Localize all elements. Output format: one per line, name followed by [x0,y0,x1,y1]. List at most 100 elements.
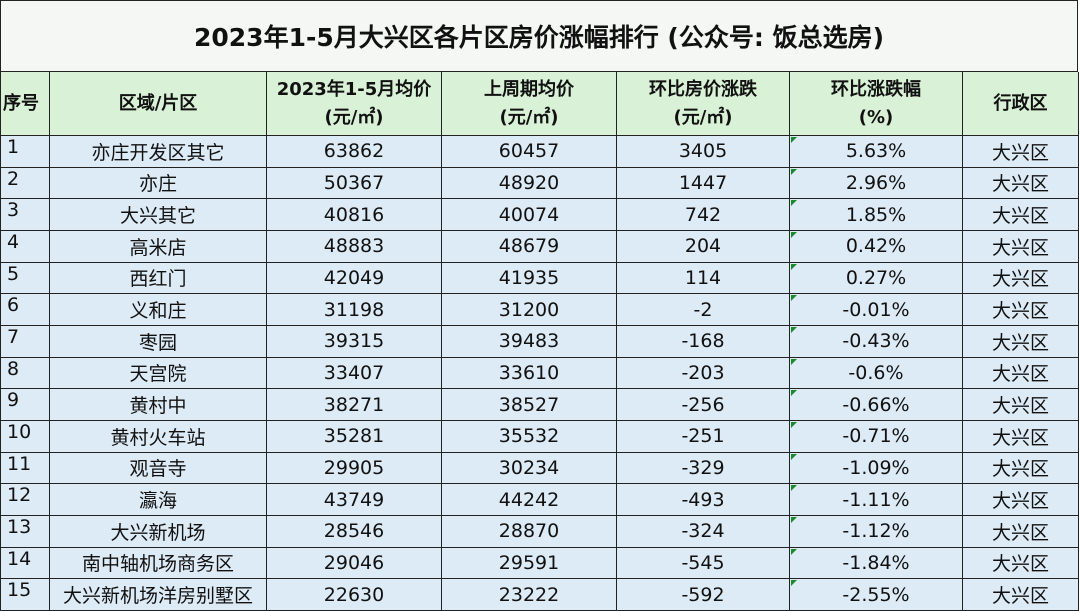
table-cell: 瀛海 [50,484,267,516]
cell-flag [791,295,797,302]
cell-flag [791,358,797,365]
cell-text: -0.6% [848,361,904,384]
table-cell: 41935 [442,262,617,295]
table-cell: 28870 [442,516,617,548]
table-cell: -168 [617,326,790,358]
table-cell: 大兴区 [963,579,1079,611]
cell-text: -1.09% [842,456,910,479]
header-cell: 环比房价涨跌 (元/㎡) [617,72,790,136]
cell-text: 23222 [498,583,560,606]
header-text: (元/㎡) [499,106,559,128]
cell-flag [791,232,797,238]
cell-text: 742 [684,203,722,226]
cell-text: 0.42% [845,235,907,258]
cell-text: 31200 [498,298,560,321]
table-cell: 114 [617,262,790,295]
table-cell: 30234 [442,452,617,485]
cell-text: 48883 [323,235,385,258]
table-cell: 1.85% [790,199,963,231]
table-cell: 8 [0,357,50,390]
cell-text: 大兴区 [991,426,1049,449]
cell-text: 枣园 [138,331,177,354]
table-cell: 大兴区 [963,199,1079,231]
table-cell: 枣园 [50,326,267,358]
table-cell: -0.43% [790,326,963,358]
table-cell: -251 [617,421,790,453]
table-cell: -203 [617,357,790,390]
cell-text: 观音寺 [129,458,187,481]
cell-text: 1 [7,136,20,158]
cell-text: 48679 [498,235,560,258]
table-cell: 40816 [267,199,442,231]
table-cell: 大兴区 [963,262,1079,295]
header-text: (元/㎡) [673,106,733,128]
cell-text: 5 [7,262,20,285]
table-cell: 大兴区 [963,452,1079,485]
table-cell: 14 [0,547,50,580]
cell-text: 瀛海 [138,490,177,513]
table-cell: 48883 [267,231,442,263]
table-cell: 义和庄 [50,294,267,326]
cell-text: 41935 [498,266,560,289]
header-text: 2023年1-5月均价 [276,78,432,100]
table-cell: -545 [617,547,790,580]
table-cell: 10 [0,421,50,453]
table-cell: 12 [0,484,50,516]
cell-text: 35281 [323,425,385,448]
cell-text: 7 [7,326,20,348]
table-cell: 40074 [442,199,617,231]
table-cell: 观音寺 [50,452,267,485]
cell-text: 大兴区 [991,553,1049,576]
cell-text: 大兴区 [991,490,1049,513]
cell-text: 29046 [323,551,385,574]
table-cell: 1 [0,136,50,168]
table-cell: 31198 [267,294,442,326]
header-cell: 序号 [0,72,50,136]
cell-text: 亦庄开发区其它 [91,141,225,164]
table-cell: 39315 [267,326,442,358]
cell-text: 大兴区 [991,331,1049,354]
table-cell: -329 [617,452,790,485]
cell-flag [791,485,797,492]
table-cell: 48679 [442,231,617,263]
cell-flag [791,422,797,428]
cell-text: -2.55% [842,583,910,606]
table-cell: 0.42% [790,231,963,263]
cell-text: 15 [7,579,32,602]
cell-text: 大兴新机场洋房别墅区 [62,585,253,608]
table-cell: 15 [0,579,50,611]
cell-text: 29905 [323,456,385,479]
cell-text: 28546 [323,520,385,543]
table-title: 2023年1-5月大兴区各片区房价涨幅排行 (公众号: 饭总选房) [0,0,1078,72]
cell-text: 大兴新机场 [110,521,206,544]
cell-text: -0.66% [842,393,910,416]
cell-text: 义和庄 [129,300,187,323]
table-cell: 黄村中 [50,389,267,421]
cell-text: 大兴区 [991,236,1049,259]
table-cell: 1447 [617,167,790,200]
table-cell: -2.55% [790,579,963,611]
cell-text: -329 [681,456,725,479]
cell-text: 大兴其它 [119,205,196,228]
cell-text: 1447 [678,171,728,194]
table-cell: 3 [0,199,50,231]
cell-text: 1.85% [845,203,907,226]
cell-text: -545 [681,551,725,574]
table-cell: 29591 [442,547,617,580]
table-cell: -1.12% [790,516,963,548]
cell-flag [791,168,797,175]
cell-text: 大兴区 [991,300,1049,323]
header-text: 行政区 [993,92,1048,114]
cell-text: -1.84% [842,551,910,574]
cell-text: 大兴区 [991,363,1049,386]
cell-text: 大兴区 [991,141,1049,164]
cell-text: 60457 [498,140,560,163]
cell-text: 33407 [323,361,385,384]
cell-text: 大兴区 [991,173,1049,196]
cell-text: 13 [7,516,32,538]
cell-text: 30234 [498,456,560,479]
table-cell: -493 [617,484,790,516]
header-text: 上周期均价 [484,78,574,100]
table-cell: -2 [617,294,790,326]
